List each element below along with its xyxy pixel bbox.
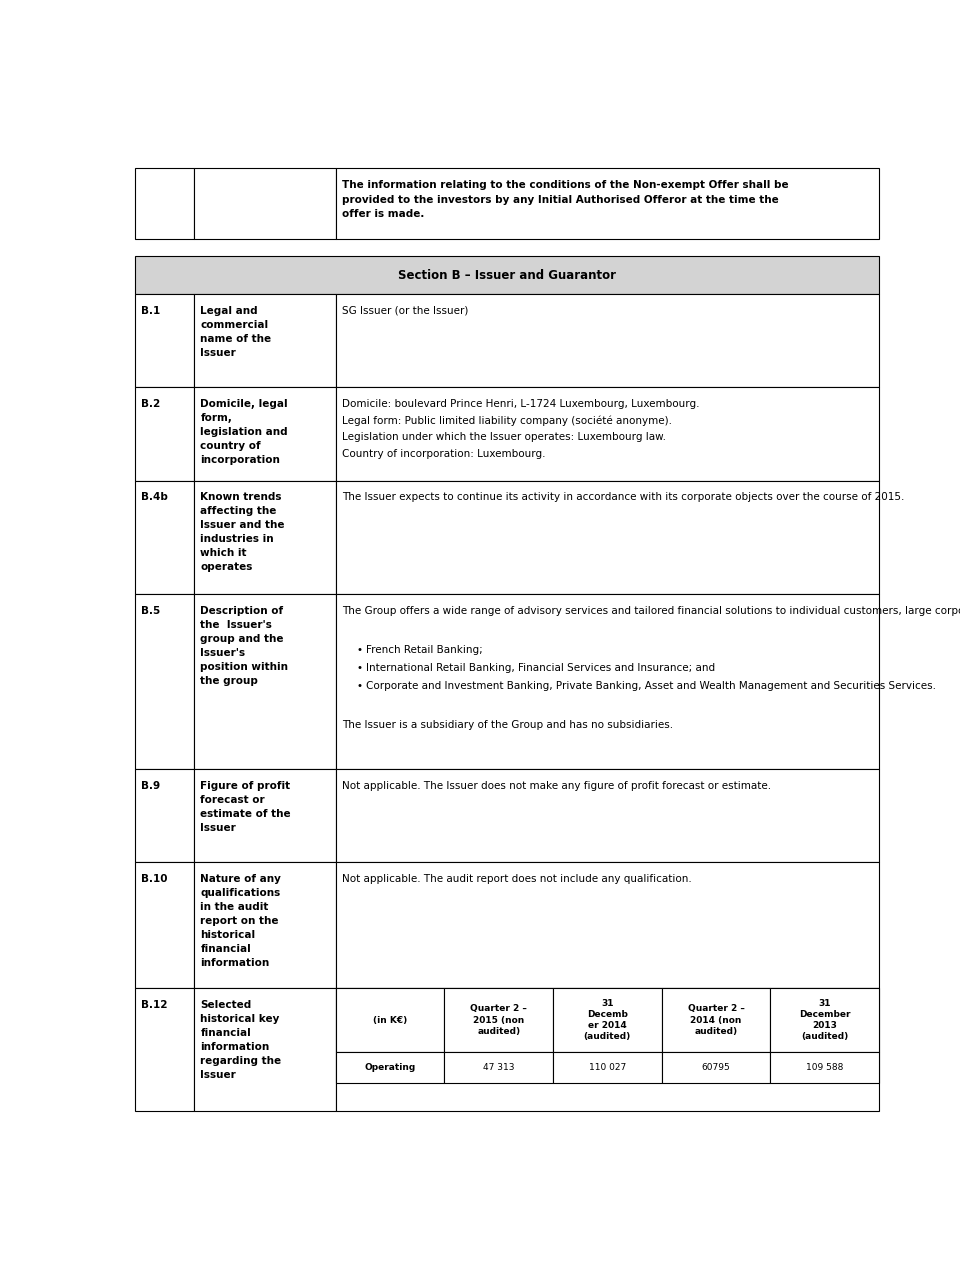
Text: 110 027: 110 027	[588, 1064, 626, 1073]
Text: B.2: B.2	[141, 398, 160, 409]
Text: International Retail Banking, Financial Services and Insurance; and: International Retail Banking, Financial …	[366, 663, 714, 673]
Bar	[336, 169, 879, 239]
Bar	[134, 769, 194, 862]
Bar	[770, 1052, 879, 1083]
Text: •: •	[356, 645, 363, 655]
Text: B.12: B.12	[141, 1000, 167, 1010]
Text: SG Issuer (or the Issuer): SG Issuer (or the Issuer)	[342, 305, 468, 315]
Bar	[444, 988, 553, 1052]
Text: French Retail Banking;: French Retail Banking;	[366, 645, 482, 655]
Bar	[661, 988, 770, 1052]
Text: Operating: Operating	[365, 1064, 416, 1073]
Bar	[194, 169, 336, 239]
Bar	[134, 480, 194, 594]
Text: 60795: 60795	[702, 1064, 731, 1073]
Text: Known trends
affecting the
Issuer and the
industries in
which it
operates: Known trends affecting the Issuer and th…	[201, 493, 285, 572]
Text: Not applicable. The audit report does not include any qualification.: Not applicable. The audit report does no…	[342, 873, 691, 884]
Text: Domicile, legal
form,
legislation and
country of
incorporation: Domicile, legal form, legislation and co…	[201, 398, 288, 465]
Bar	[336, 769, 879, 862]
Bar	[134, 294, 194, 387]
Bar	[194, 294, 336, 387]
Text: Not applicable. The Issuer does not make any figure of profit forecast or estima: Not applicable. The Issuer does not make…	[342, 780, 771, 790]
Text: Legal form: Public limited liability company (société anonyme).: Legal form: Public limited liability com…	[342, 415, 672, 427]
Text: Quarter 2 –
2014 (non
audited): Quarter 2 – 2014 (non audited)	[687, 1005, 744, 1036]
Text: B.10: B.10	[141, 873, 167, 884]
Bar	[194, 769, 336, 862]
Text: •: •	[356, 681, 363, 691]
Text: B.5: B.5	[141, 605, 160, 616]
Bar	[336, 387, 879, 480]
Text: The information relating to the conditions of the Non-exempt Offer shall be
prov: The information relating to the conditio…	[342, 180, 788, 220]
Bar	[194, 594, 336, 769]
Text: Figure of profit
forecast or
estimate of the
Issuer: Figure of profit forecast or estimate of…	[201, 780, 291, 833]
Text: Legislation under which the Issuer operates: Luxembourg law.: Legislation under which the Issuer opera…	[342, 432, 665, 442]
Bar	[134, 387, 194, 480]
Text: Nature of any
qualifications
in the audit
report on the
historical
financial
inf: Nature of any qualifications in the audi…	[201, 873, 281, 968]
Bar	[336, 988, 879, 1111]
Bar	[134, 862, 194, 988]
Text: 31
December
2013
(audited): 31 December 2013 (audited)	[799, 999, 851, 1041]
Text: (in K€): (in K€)	[372, 1015, 407, 1024]
Bar	[553, 1052, 661, 1083]
Text: The Issuer is a subsidiary of the Group and has no subsidiaries.: The Issuer is a subsidiary of the Group …	[342, 720, 673, 729]
Text: Corporate and Investment Banking, Private Banking, Asset and Wealth Management a: Corporate and Investment Banking, Privat…	[366, 681, 935, 691]
Text: The Issuer expects to continue its activity in accordance with its corporate obj: The Issuer expects to continue its activ…	[342, 493, 904, 502]
Bar	[336, 1052, 444, 1083]
Text: 47 313: 47 313	[483, 1064, 515, 1073]
Text: Legal and
commercial
name of the
Issuer: Legal and commercial name of the Issuer	[201, 305, 272, 358]
Bar	[336, 480, 879, 594]
Text: Section B – Issuer and Guarantor: Section B – Issuer and Guarantor	[397, 268, 616, 282]
Bar	[134, 988, 194, 1111]
Text: B.4b: B.4b	[141, 493, 168, 502]
Bar	[194, 862, 336, 988]
Text: Country of incorporation: Luxembourg.: Country of incorporation: Luxembourg.	[342, 448, 545, 458]
Bar	[134, 594, 194, 769]
Text: Selected
historical key
financial
information
regarding the
Issuer: Selected historical key financial inform…	[201, 1000, 281, 1080]
Bar	[336, 862, 879, 988]
Text: Domicile: boulevard Prince Henri, L-1724 Luxembourg, Luxembourg.: Domicile: boulevard Prince Henri, L-1724…	[342, 398, 699, 409]
Text: B.1: B.1	[141, 305, 160, 315]
Bar	[336, 988, 444, 1052]
Bar	[336, 594, 879, 769]
Bar	[194, 387, 336, 480]
Bar	[336, 294, 879, 387]
Bar	[134, 169, 194, 239]
Text: 31
Decemb
er 2014
(audited): 31 Decemb er 2014 (audited)	[584, 999, 631, 1041]
Text: 109 588: 109 588	[805, 1064, 843, 1073]
Text: Description of
the  Issuer's
group and the
Issuer's
position within
the group: Description of the Issuer's group and th…	[201, 605, 288, 686]
Text: Quarter 2 –
2015 (non
audited): Quarter 2 – 2015 (non audited)	[470, 1005, 527, 1036]
Bar	[770, 988, 879, 1052]
Bar	[444, 1052, 553, 1083]
Bar	[194, 988, 336, 1111]
Bar	[661, 1052, 770, 1083]
Bar	[194, 480, 336, 594]
Text: •: •	[356, 663, 363, 673]
Bar	[134, 257, 879, 294]
Bar	[553, 988, 661, 1052]
Text: B.9: B.9	[141, 780, 160, 790]
Text: The Group offers a wide range of advisory services and tailored financial soluti: The Group offers a wide range of advisor…	[342, 605, 960, 616]
